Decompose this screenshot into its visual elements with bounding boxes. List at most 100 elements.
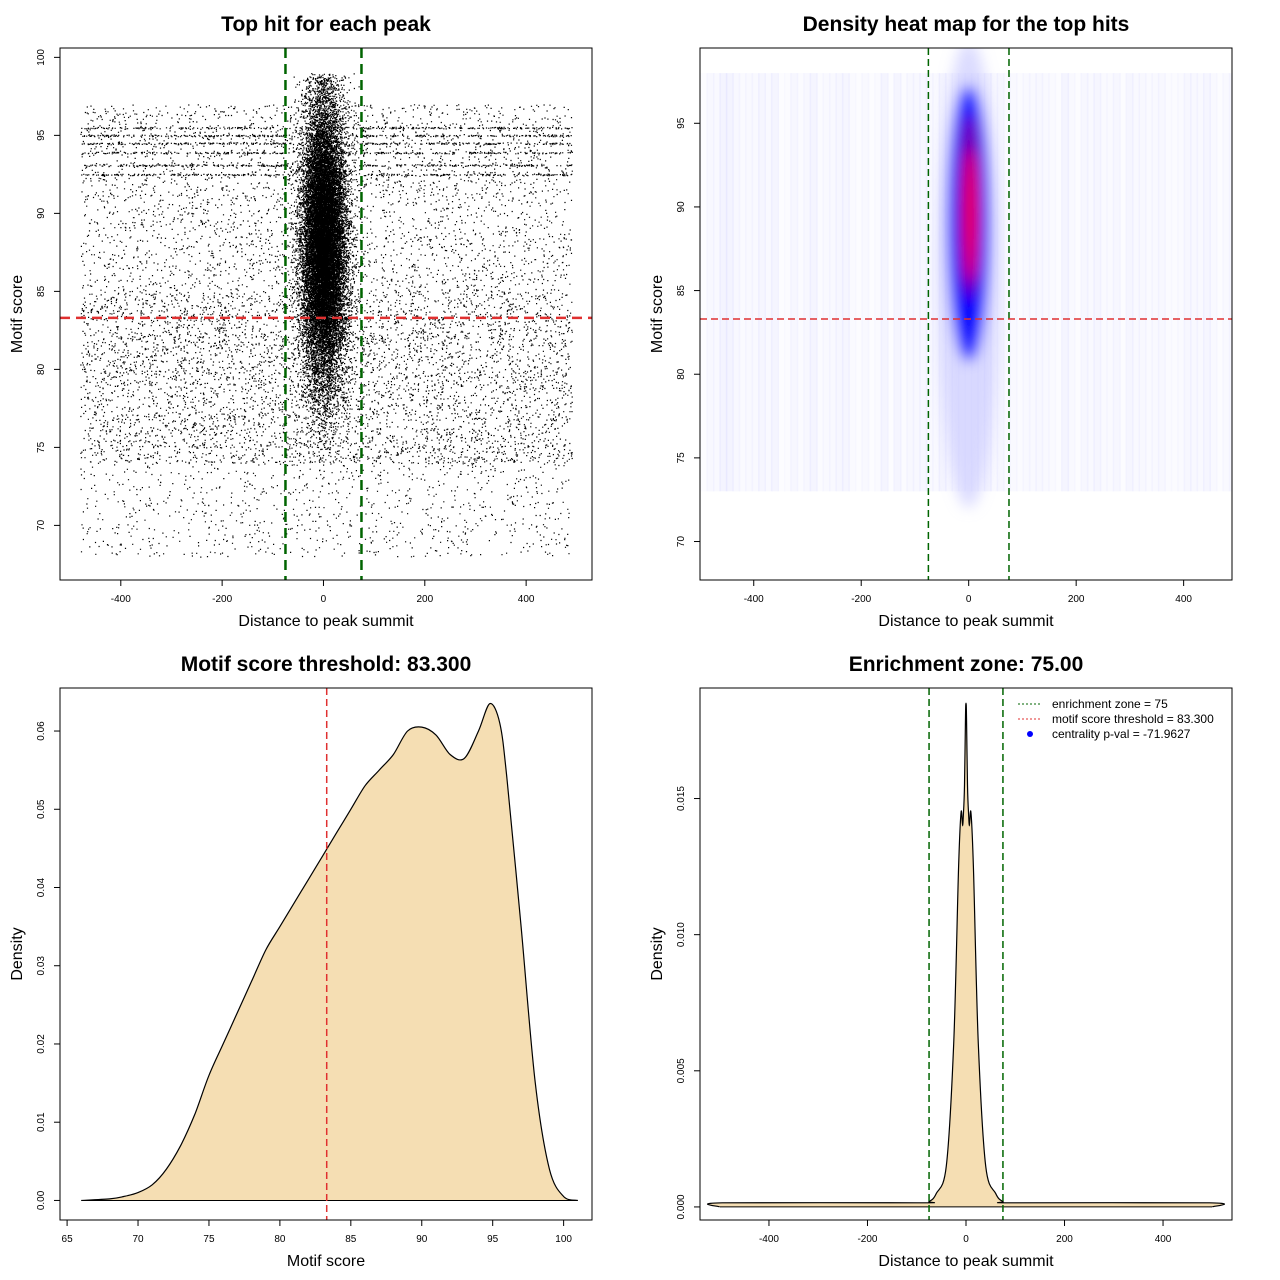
x-tick-label: 400 bbox=[1175, 594, 1192, 605]
x-tick-label: 75 bbox=[203, 1234, 215, 1245]
y-tick-label: 95 bbox=[36, 129, 47, 141]
density-curve bbox=[707, 702, 1225, 1208]
plot-border bbox=[59, 47, 593, 581]
y-tick-label: 90 bbox=[36, 207, 47, 219]
y-tick-label: 95 bbox=[676, 117, 687, 129]
y-tick-label: 70 bbox=[36, 519, 47, 531]
x-tick-label: -400 bbox=[744, 594, 764, 605]
density-cell bbox=[1183, 73, 1192, 492]
y-tick-label: 0.04 bbox=[36, 877, 47, 897]
legend-point bbox=[1027, 731, 1033, 737]
y-tick-label: 0.015 bbox=[676, 786, 687, 811]
density-cell bbox=[835, 73, 844, 492]
y-tick-label: 85 bbox=[676, 285, 687, 297]
y-tick-label: 75 bbox=[36, 441, 47, 453]
y-tick-label: 0.005 bbox=[676, 1058, 687, 1083]
x-tick-label: 65 bbox=[62, 1234, 74, 1245]
panel-score-density: Motif score threshold: 83.300 Motif score… bbox=[9, 653, 593, 1270]
x-tick-label: -400 bbox=[111, 594, 131, 605]
scatter-points bbox=[80, 73, 573, 558]
x-tick-label: 200 bbox=[1068, 594, 1085, 605]
y-axis-label: Density bbox=[649, 927, 666, 980]
x-tick-label: -400 bbox=[759, 1234, 779, 1245]
plot-title: Enrichment zone: 75.00 bbox=[849, 653, 1084, 676]
heatmap-area bbox=[719, 48, 1237, 508]
density-area bbox=[81, 702, 578, 1202]
x-tick-label: 95 bbox=[487, 1234, 499, 1245]
density-cell bbox=[809, 73, 818, 492]
legend-label: centrality p-val = -71.9627 bbox=[1052, 727, 1191, 741]
density-area bbox=[707, 702, 1225, 1208]
x-axis-label: Distance to peak summit bbox=[878, 1253, 1054, 1270]
x-tick-label: 85 bbox=[345, 1234, 357, 1245]
density-fill bbox=[81, 703, 578, 1201]
x-tick-label: 0 bbox=[966, 594, 972, 605]
panel-heatmap: Density heat map for the top hits Distanc… bbox=[649, 13, 1237, 630]
y-axis-label: Motif score bbox=[9, 275, 26, 353]
x-tick-label: -200 bbox=[212, 594, 232, 605]
x-axis-label: Motif score bbox=[287, 1253, 365, 1270]
y-tick-label: 0.010 bbox=[676, 922, 687, 947]
density-cell bbox=[893, 73, 902, 492]
density-cell bbox=[841, 73, 850, 492]
x-tick-label: 400 bbox=[518, 594, 535, 605]
density-cell bbox=[1202, 73, 1211, 492]
x-tick-label: 100 bbox=[555, 1234, 572, 1245]
y-tick-label: 0.00 bbox=[36, 1190, 47, 1210]
x-tick-label: 0 bbox=[321, 594, 327, 605]
plot-title: Density heat map for the top hits bbox=[803, 13, 1130, 36]
density-cell bbox=[1061, 73, 1070, 492]
density-cell bbox=[880, 73, 889, 492]
density-cell bbox=[964, 148, 977, 283]
x-tick-label: 400 bbox=[1155, 1234, 1172, 1245]
density-cell bbox=[770, 73, 779, 492]
density-cell bbox=[719, 73, 728, 492]
y-tick-label: 90 bbox=[676, 201, 687, 213]
density-cell bbox=[790, 73, 799, 492]
plot-border bbox=[699, 687, 1233, 1221]
panel-scatter: Top hit for each peak Distance to peak su… bbox=[9, 13, 593, 630]
y-tick-label: 0.000 bbox=[676, 1194, 687, 1219]
y-tick-label: 0.01 bbox=[36, 1112, 47, 1132]
density-cell bbox=[1080, 73, 1089, 492]
x-tick-label: 200 bbox=[416, 594, 433, 605]
x-tick-label: -200 bbox=[851, 594, 871, 605]
y-tick-label: 80 bbox=[676, 368, 687, 380]
plot-border bbox=[699, 47, 1233, 581]
scatter-dots bbox=[80, 73, 573, 558]
x-tick-label: 200 bbox=[1056, 1234, 1073, 1245]
density-curve bbox=[81, 702, 578, 1202]
x-tick-label: 0 bbox=[963, 1234, 969, 1245]
plot-title: Motif score threshold: 83.300 bbox=[181, 653, 472, 676]
legend-label: motif score threshold = 83.300 bbox=[1052, 712, 1214, 726]
y-tick-label: 70 bbox=[676, 536, 687, 548]
y-tick-label: 100 bbox=[36, 49, 47, 66]
y-tick-label: 0.05 bbox=[36, 799, 47, 819]
plot-title: Top hit for each peak bbox=[221, 13, 431, 36]
x-axis-label: Distance to peak summit bbox=[878, 613, 1054, 630]
density-cell bbox=[1229, 73, 1237, 491]
y-tick-label: 0.06 bbox=[36, 721, 47, 741]
density-fill bbox=[707, 703, 1225, 1207]
x-tick-label: 70 bbox=[132, 1234, 144, 1245]
density-cell bbox=[758, 73, 767, 492]
density-cell bbox=[725, 73, 734, 492]
x-axis-label: Distance to peak summit bbox=[238, 613, 414, 630]
legend-label: enrichment zone = 75 bbox=[1052, 697, 1168, 711]
density-cell bbox=[1093, 73, 1102, 492]
x-tick-label: 90 bbox=[416, 1234, 428, 1245]
y-axis-label: Motif score bbox=[649, 275, 666, 353]
y-tick-label: 85 bbox=[36, 285, 47, 297]
y-tick-label: 80 bbox=[36, 363, 47, 375]
density-hotspot bbox=[938, 48, 999, 508]
x-tick-label: -200 bbox=[857, 1234, 877, 1245]
y-tick-label: 0.02 bbox=[36, 1034, 47, 1054]
y-tick-label: 0.03 bbox=[36, 956, 47, 976]
y-axis-label: Density bbox=[9, 927, 26, 980]
plot-border bbox=[59, 687, 593, 1221]
x-tick-label: 80 bbox=[274, 1234, 286, 1245]
y-tick-label: 75 bbox=[676, 452, 687, 464]
density-cell bbox=[1125, 73, 1134, 492]
